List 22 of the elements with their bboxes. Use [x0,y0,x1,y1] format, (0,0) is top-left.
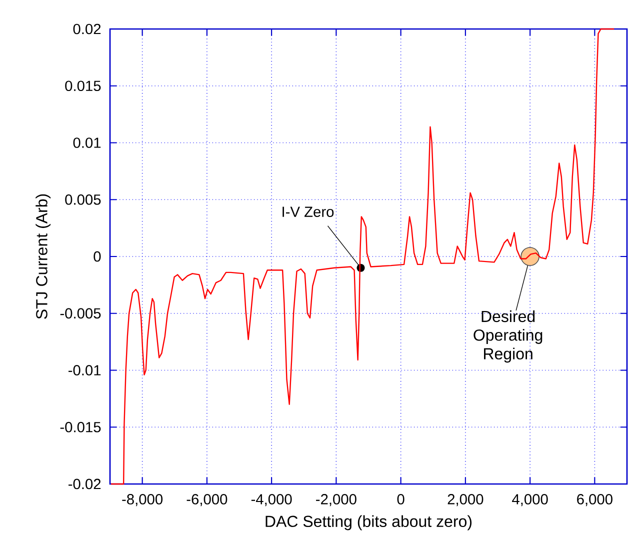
y-tick-label: 0.005 [65,194,101,205]
x-axis-title: DAC Setting (bits about zero) [266,515,472,530]
y-tick-label: -0.01 [68,365,101,376]
line-series [110,28,615,485]
x-tick-label: -4,000 [251,494,292,506]
x-tick-label: 4,000 [512,494,548,506]
y-tick-label: -0.005 [60,308,101,319]
annotation: Desired Operating Region [474,310,542,363]
x-tick-label: -8,000 [122,494,163,506]
y-tick-label: -0.015 [60,422,101,432]
x-tick-label: 6,000 [577,494,612,506]
x-tick-label: -2,000 [316,494,356,506]
y-tick-label: -0.02 [68,478,101,490]
y-tick-label: 0.02 [73,24,101,34]
annotation: I-V Zero [282,206,334,217]
y-tick-label: 0.015 [65,80,101,92]
y-axis-title: STJ Current (Arb) [36,194,51,319]
y-tick-label: 0.01 [73,138,101,148]
x-tick-label: 2,000 [448,494,484,506]
y-tick-label: 0 [94,251,101,262]
x-tick-label: 0 [397,494,404,504]
x-tick-label: -6,000 [186,494,228,506]
